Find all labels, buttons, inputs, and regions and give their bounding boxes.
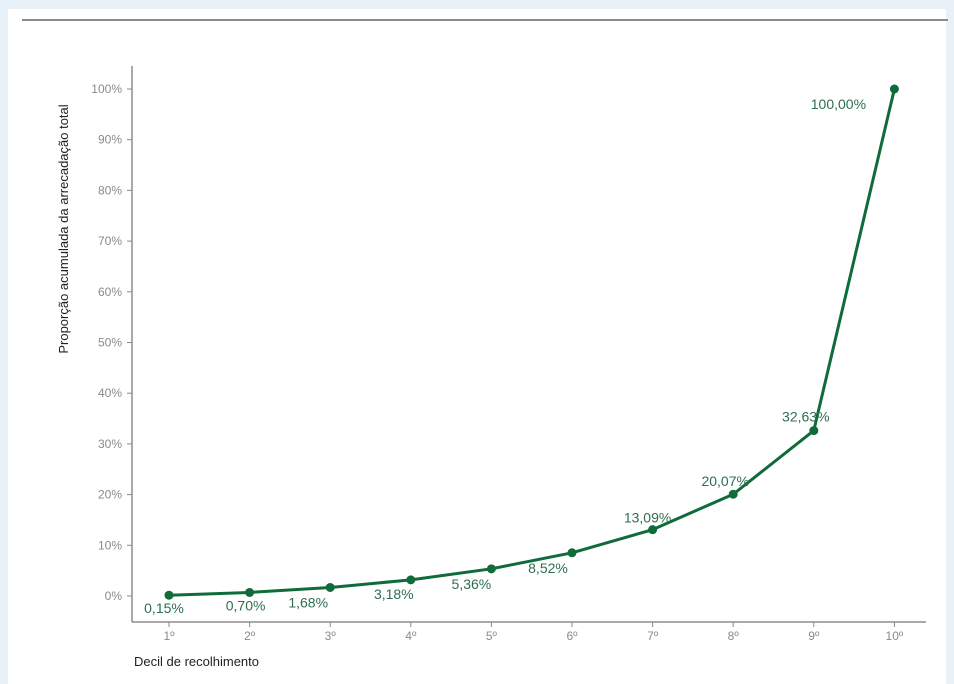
x-tick-label: 4º	[405, 629, 417, 643]
x-tick-label: 8º	[728, 629, 740, 643]
data-label: 0,70%	[226, 597, 266, 613]
data-label: 5,36%	[452, 576, 492, 592]
x-tick-label: 5º	[486, 629, 498, 643]
axes	[131, 66, 926, 623]
data-point	[325, 582, 335, 592]
y-tick-label: 90%	[98, 133, 122, 147]
x-tick-label: 6º	[566, 629, 578, 643]
x-tick-label: 9º	[808, 629, 820, 643]
x-ticks: 1º 2º 3º 4º 5º 6º 7º 8º 9º 10º	[163, 622, 904, 643]
data-point	[648, 525, 658, 535]
data-point	[164, 590, 174, 600]
data-label: 32,63%	[782, 409, 829, 425]
y-axis-title: Proporção acumulada da arrecadação total	[56, 104, 71, 353]
series	[164, 84, 899, 600]
data-label: 13,09%	[624, 510, 671, 526]
data-label: 8,52%	[528, 560, 568, 576]
y-tick-label: 30%	[98, 437, 122, 451]
x-axis-title: Decil de recolhimento	[134, 654, 259, 669]
y-tick-label: 100%	[91, 82, 122, 96]
data-point	[809, 426, 819, 436]
x-tick-label: 3º	[325, 629, 337, 643]
data-label: 0,15%	[144, 600, 184, 616]
y-ticks: 0% 10% 20% 30% 40% 50% 60% 70% 80% 90% 100%	[91, 82, 132, 603]
data-label: 20,07%	[701, 473, 748, 489]
data-label: 3,18%	[374, 586, 414, 602]
data-labels: 0,15% 0,70% 1,68% 3,18% 5,36% 8,52% 13,09% 20,0…	[144, 96, 866, 616]
y-tick-label: 60%	[98, 285, 122, 299]
data-point	[406, 575, 416, 585]
data-point	[245, 587, 255, 597]
data-label: 100,00%	[811, 96, 866, 112]
data-point	[728, 489, 738, 499]
data-point	[567, 548, 577, 558]
top-divider	[22, 19, 948, 21]
y-tick-label: 10%	[98, 538, 122, 552]
series-line	[168, 88, 896, 597]
data-label: 1,68%	[288, 594, 328, 610]
x-tick-label: 10º	[886, 629, 904, 643]
x-tick-label: 2º	[244, 629, 256, 643]
y-tick-label: 20%	[98, 488, 122, 502]
x-tick-label: 7º	[647, 629, 659, 643]
y-tick-label: 50%	[98, 336, 122, 350]
y-tick-label: 80%	[98, 183, 122, 197]
y-tick-label: 0%	[105, 589, 123, 603]
y-tick-label: 40%	[98, 386, 122, 400]
data-point	[486, 564, 496, 574]
y-tick-label: 70%	[98, 234, 122, 248]
data-point	[889, 84, 899, 94]
x-tick-label: 1º	[163, 629, 175, 643]
